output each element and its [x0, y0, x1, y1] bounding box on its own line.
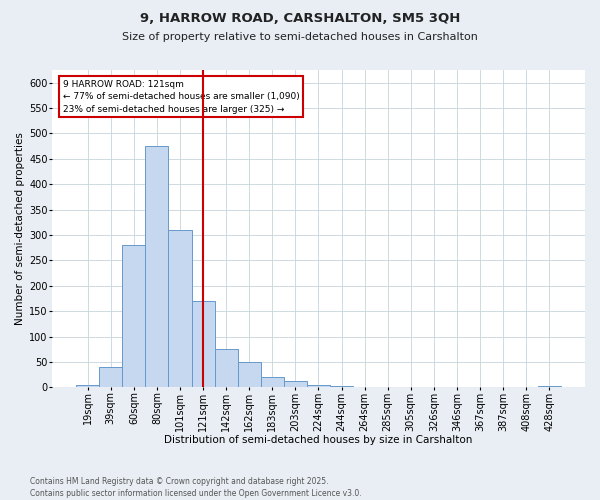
Bar [238, 362, 261, 388]
Bar [76, 385, 99, 388]
X-axis label: Distribution of semi-detached houses by size in Carshalton: Distribution of semi-detached houses by … [164, 435, 473, 445]
Bar [261, 377, 284, 388]
Bar [99, 367, 122, 388]
Text: Size of property relative to semi-detached houses in Carshalton: Size of property relative to semi-detach… [122, 32, 478, 42]
Bar [191, 301, 215, 388]
Bar [145, 146, 169, 388]
Bar [215, 349, 238, 388]
Bar [307, 385, 330, 388]
Bar [330, 386, 353, 388]
Bar [169, 230, 191, 388]
Text: 9, HARROW ROAD, CARSHALTON, SM5 3QH: 9, HARROW ROAD, CARSHALTON, SM5 3QH [140, 12, 460, 26]
Bar [538, 386, 561, 388]
Y-axis label: Number of semi-detached properties: Number of semi-detached properties [15, 132, 25, 325]
Text: Contains HM Land Registry data © Crown copyright and database right 2025.
Contai: Contains HM Land Registry data © Crown c… [30, 476, 362, 498]
Text: 9 HARROW ROAD: 121sqm
← 77% of semi-detached houses are smaller (1,090)
23% of s: 9 HARROW ROAD: 121sqm ← 77% of semi-deta… [62, 80, 299, 114]
Bar [284, 380, 307, 388]
Bar [122, 245, 145, 388]
